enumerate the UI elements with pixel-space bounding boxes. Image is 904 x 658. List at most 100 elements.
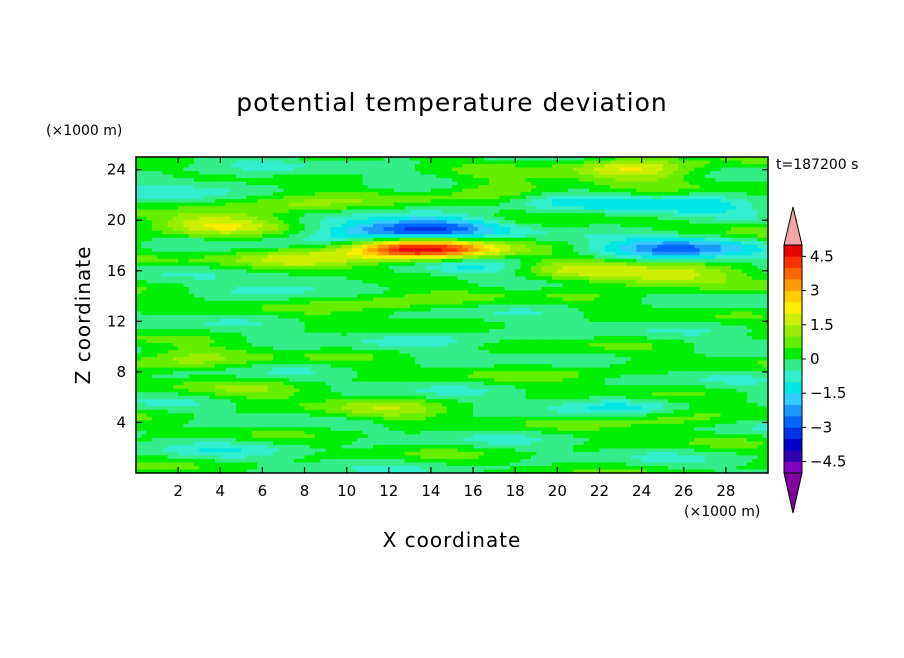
heat-cell [657,202,664,207]
heat-cell [473,185,479,190]
heat-cell [246,160,253,165]
heat-cell [720,283,727,288]
heat-cell [351,283,358,288]
heat-cell [520,174,527,179]
heat-cell [230,199,237,204]
heat-cell [267,220,274,225]
heat-cell [230,195,237,200]
heat-cell [552,164,558,169]
heat-cell [662,276,669,281]
heat-cell [604,178,611,183]
heat-cell [183,167,190,172]
heat-cell [488,220,495,225]
heat-cell [225,227,232,232]
heat-cell [304,283,311,288]
heat-cell [536,279,543,284]
heat-cell [262,255,269,260]
heat-cell [420,199,427,204]
heat-cell [520,279,527,284]
heat-cell [241,171,248,176]
heat-cell [257,272,263,277]
heat-cell [604,290,611,295]
heat-cell [504,164,511,169]
heat-cell [541,283,548,288]
heat-cell [404,286,411,292]
heat-cell [757,199,764,204]
heat-cell [462,230,469,235]
heat-cell [694,220,701,225]
heat-cell [646,244,653,249]
heat-cell [525,157,532,162]
heat-cell [436,297,443,302]
heat-cell [441,199,448,204]
heat-cell [625,293,632,299]
heat-cell [294,237,300,242]
heat-cell [494,160,500,165]
heat-cell [646,297,653,302]
heat-cell [283,241,290,246]
heat-cell [199,195,206,200]
heat-cell [752,185,759,190]
heat-cell [446,262,453,267]
heat-cell [136,258,142,263]
heat-cell [625,220,632,225]
heat-cell [236,230,242,235]
heat-cell [604,209,611,214]
heat-cell [499,157,506,162]
heat-cell [283,293,290,299]
heat-cell [146,192,153,197]
heat-cell [525,171,532,176]
heat-cell [304,188,311,193]
heat-cell [746,160,753,165]
heat-cell [504,290,511,295]
heat-cell [199,272,206,277]
heat-cell [230,216,237,221]
heat-cell [146,199,153,204]
heat-cell [588,297,595,302]
heat-cell [278,279,285,284]
heat-cell [236,269,242,274]
heat-cell [462,258,469,263]
heat-cell [394,265,400,270]
heat-cell [509,283,516,288]
heat-cell [499,276,506,281]
heat-cell [567,160,574,165]
heat-cell [272,255,279,260]
heat-cell [467,234,474,239]
heat-cell [499,297,506,302]
heat-cell [341,244,348,249]
heat-cell [351,192,358,197]
heat-cell [436,241,443,246]
heat-cell [225,220,232,225]
heat-cell [499,213,506,218]
heat-cell [304,286,311,292]
heat-cell [494,227,500,232]
heat-cell [583,157,590,162]
heat-cell [230,188,237,193]
heat-cell [230,255,237,260]
heat-cell [667,202,674,207]
heat-cell [336,293,342,299]
heat-cell [151,216,158,221]
heat-cell [278,199,285,204]
heat-cell [610,160,616,165]
heat-cell [151,181,158,186]
heat-cell [736,220,743,225]
heat-cell [351,262,358,267]
heat-cell [394,293,400,299]
heat-cell [594,181,601,186]
heat-cell [383,227,390,232]
heat-cell [209,202,216,207]
heat-cell [452,265,458,270]
heat-cell [430,293,437,299]
heat-cell [446,157,453,162]
heat-cell [320,234,327,239]
heat-cell [446,241,453,246]
heat-cell [578,199,585,204]
heat-cell [215,300,221,306]
heat-cell [146,213,153,218]
heat-cell [299,199,306,204]
heat-cell [504,300,511,306]
heat-cell [383,290,390,295]
heat-cell [288,192,295,197]
